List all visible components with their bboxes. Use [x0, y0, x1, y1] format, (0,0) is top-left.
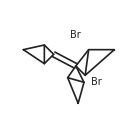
Text: Br: Br: [91, 77, 102, 87]
Text: Br: Br: [70, 30, 81, 40]
